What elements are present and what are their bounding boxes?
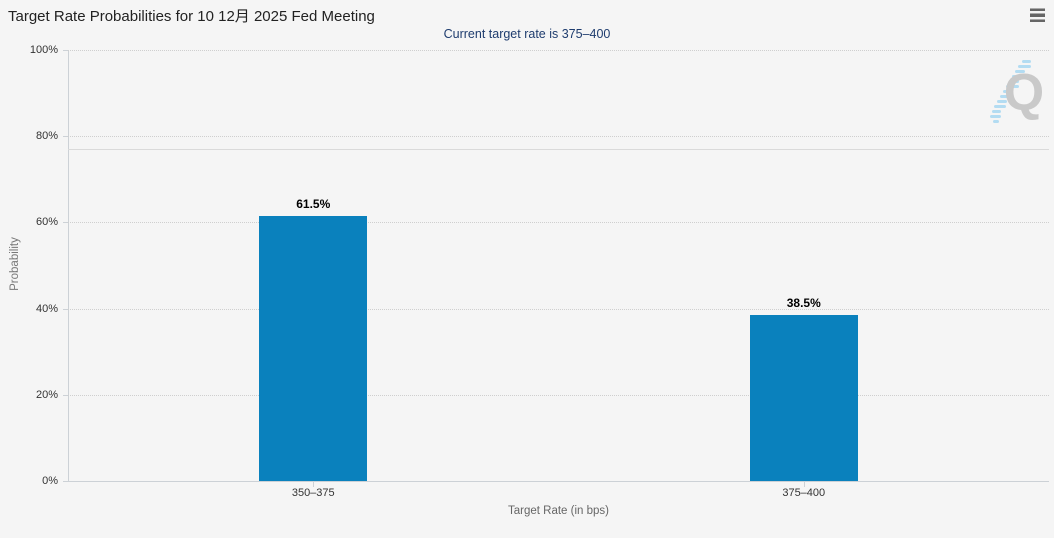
y-axis-label: 20% bbox=[35, 388, 58, 401]
y-axis-tick bbox=[63, 136, 68, 138]
y-axis-tick bbox=[63, 481, 68, 482]
hamburger-icon bbox=[1030, 13, 1045, 17]
bar-value-label: 38.5% bbox=[786, 296, 821, 311]
chart-subtitle: Current target rate is 375–400 bbox=[443, 27, 611, 41]
chart-context-menu-button[interactable] bbox=[1028, 6, 1048, 24]
y-axis-label: 0% bbox=[42, 475, 58, 487]
probability-bar[interactable] bbox=[749, 315, 858, 481]
y-axis-tick bbox=[63, 394, 68, 396]
chart-title: Target Rate Probabilities for 10 12月 202… bbox=[8, 8, 375, 25]
probability-bar[interactable] bbox=[259, 215, 368, 481]
q-logo-watermark: Q bbox=[990, 60, 1044, 123]
x-axis-tick bbox=[313, 482, 315, 487]
y-axis-title: Probability bbox=[9, 237, 21, 291]
y-axis-tick bbox=[63, 222, 68, 224]
y-gridline bbox=[68, 50, 1049, 51]
y-axis-label: 60% bbox=[35, 216, 58, 229]
y-gridline bbox=[68, 308, 1049, 310]
x-axis-category-label: 375–400 bbox=[782, 487, 826, 499]
y-gridline bbox=[68, 394, 1049, 396]
x-axis-category-label: 350–375 bbox=[291, 487, 335, 499]
y-axis-line bbox=[68, 50, 69, 481]
y-gridline bbox=[68, 222, 1049, 224]
x-axis-title: Target Rate (in bps) bbox=[508, 505, 609, 517]
y-gridline bbox=[68, 136, 1049, 138]
q-letter: Q bbox=[1004, 64, 1044, 122]
hamburger-icon bbox=[1030, 18, 1045, 22]
x-axis-tick bbox=[803, 482, 805, 487]
reference-line bbox=[68, 149, 1049, 150]
bar-value-label: 61.5% bbox=[296, 196, 331, 211]
y-axis-tick bbox=[63, 50, 68, 51]
y-axis-label: 80% bbox=[35, 130, 58, 143]
hamburger-icon bbox=[1030, 8, 1045, 12]
y-axis-label: 40% bbox=[35, 302, 58, 315]
y-axis-label: 100% bbox=[29, 44, 58, 56]
y-axis-tick bbox=[63, 308, 68, 310]
x-axis-line bbox=[68, 481, 1049, 482]
